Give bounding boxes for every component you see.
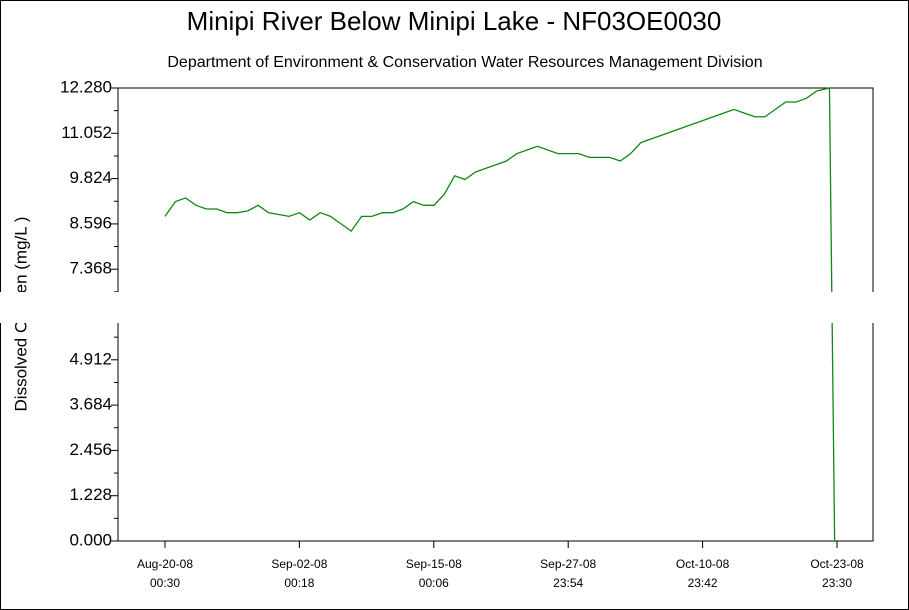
y-tick-label: 4.912 [69,349,112,368]
y-tick-label: 2.456 [69,440,112,459]
x-tick-label: Oct-23-08 23:30 [810,557,864,590]
x-tick-label: Sep-15-08 00:06 [405,557,462,590]
y-tick-label: 12.280 [60,77,112,96]
data-line [164,87,836,542]
y-tick-label: 11.052 [61,123,112,142]
y-tick-label: 9.824 [69,168,112,187]
y-tick-label: 1.228 [69,485,112,504]
x-tick-label: Sep-27-08 23:54 [540,557,597,590]
y-tick-label: 7.368 [69,259,112,278]
chart-title: Minipi River Below Minipi Lake - NF03OE0… [187,6,722,36]
x-tick-label: Sep-02-08 00:18 [271,557,328,590]
mask-band [0,292,888,323]
y-tick-label: 3.684 [69,395,112,414]
y-tick-label: 0.000 [69,530,112,549]
x-tick-label: Oct-10-08 23:42 [675,557,730,590]
chart-subtitle: Department of Environment & Conservation… [167,54,762,71]
x-tick-label: Aug-20-08 00:30 [136,557,193,590]
y-tick-label: 8.596 [69,213,112,232]
